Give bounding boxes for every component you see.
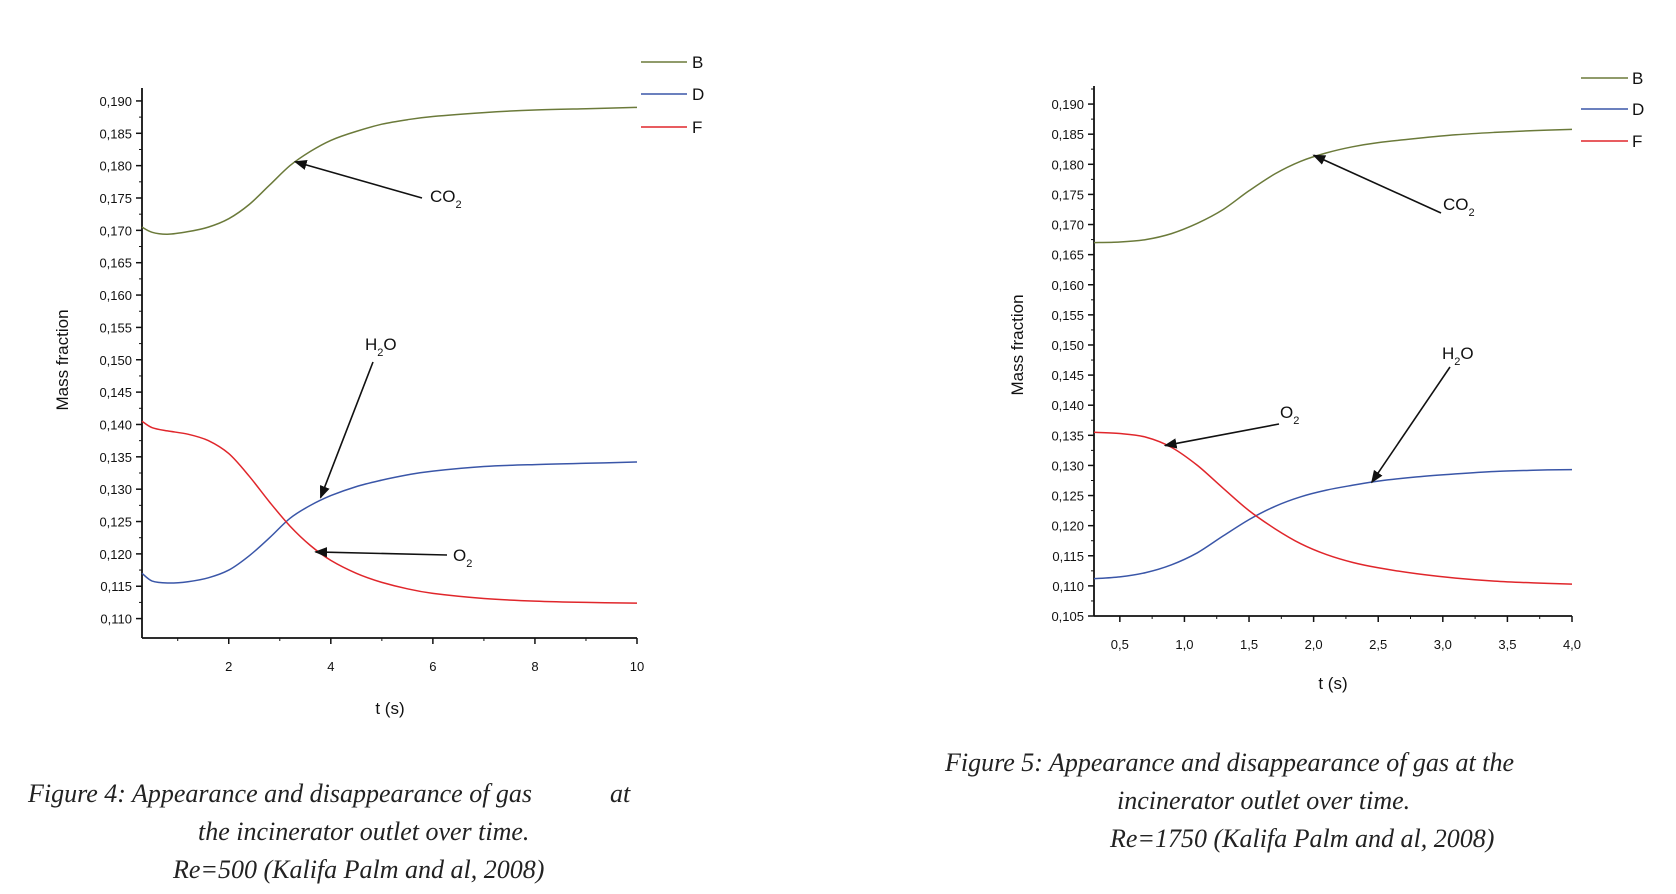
series-line-F (1093, 431, 1573, 585)
y-tick-label: 0,175 (1051, 187, 1084, 202)
annotation-arrow (1371, 366, 1451, 484)
figure-4-caption-line-3: Re=500 (Kalifa Palm and al, 2008) (173, 855, 545, 884)
x-tick-label: 2,5 (1369, 637, 1387, 652)
y-tick-label: 0,145 (99, 385, 132, 400)
legend-label-B: B (1632, 69, 1643, 88)
y-tick-label: 0,150 (1051, 338, 1084, 353)
y-axis-title: Mass fraction (1008, 294, 1027, 395)
x-tick-label: 2,0 (1305, 637, 1323, 652)
x-tick-label: 10 (630, 659, 644, 674)
annotation-arrow (1163, 423, 1280, 449)
y-tick-label: 0,190 (99, 94, 132, 109)
y-tick-label: 0,155 (1051, 308, 1084, 323)
y-tick-label: 0,115 (100, 579, 132, 594)
y-tick-label: 0,140 (99, 417, 132, 432)
annotation-label: H2O (365, 335, 397, 359)
series-line-D (141, 461, 638, 584)
annotation-label: CO2 (430, 187, 462, 211)
y-axis-title: Mass fraction (53, 309, 72, 410)
annotation-arrow (319, 361, 374, 499)
figure-5-caption-line-2: incinerator outlet over time. (1117, 786, 1411, 815)
figure-5-caption-line-3: Re=1750 (Kalifa Palm and al, 2008) (1110, 824, 1495, 853)
legend-label-B: B (692, 53, 703, 72)
x-tick-label: 2 (225, 659, 232, 674)
y-tick-label: 0,120 (99, 547, 132, 562)
x-tick-label: 4,0 (1563, 637, 1581, 652)
figure-4-caption-line-2: the incinerator outlet over time. (198, 817, 530, 846)
series-line-F (141, 420, 638, 604)
y-tick-label: 0,175 (99, 191, 132, 206)
figure-5-caption-line-1: Figure 5: Appearance and disappearance o… (945, 748, 1515, 777)
y-tick-label: 0,110 (100, 612, 132, 627)
annotation-arrow (293, 160, 423, 199)
y-tick-label: 0,160 (1051, 278, 1084, 293)
x-axis-title: t (s) (375, 699, 404, 718)
x-tick-label: 8 (531, 659, 538, 674)
x-tick-label: 3,5 (1498, 637, 1516, 652)
y-tick-label: 0,125 (1051, 489, 1084, 504)
y-tick-label: 0,160 (99, 288, 132, 303)
y-tick-label: 0,125 (99, 515, 132, 530)
x-tick-label: 3,0 (1434, 637, 1452, 652)
x-tick-label: 6 (429, 659, 436, 674)
legend-label-D: D (692, 85, 704, 104)
y-tick-label: 0,185 (99, 126, 132, 141)
annotation-label: O2 (1280, 403, 1299, 427)
figure-4-caption-line-1: Figure 4: Appearance and disappearance o… (28, 779, 631, 808)
y-tick-label: 0,105 (1051, 609, 1084, 624)
annotation-arrow (1312, 154, 1442, 214)
y-tick-label: 0,150 (99, 353, 132, 368)
y-tick-label: 0,165 (99, 256, 132, 271)
y-tick-label: 0,145 (1051, 368, 1084, 383)
y-tick-label: 0,115 (1052, 549, 1084, 564)
y-tick-label: 0,185 (1051, 127, 1084, 142)
y-tick-label: 0,135 (99, 450, 132, 465)
x-axis-title: t (s) (1318, 674, 1347, 693)
x-tick-label: 1,0 (1175, 637, 1193, 652)
series-line-D (1093, 468, 1573, 580)
legend-label-D: D (1632, 100, 1644, 119)
legend-label-F: F (1632, 132, 1642, 151)
annotation-arrow (314, 547, 448, 558)
series-line-B (141, 106, 638, 235)
y-tick-label: 0,180 (99, 159, 132, 174)
x-tick-label: 0,5 (1111, 637, 1129, 652)
chart-5: 0,105 0,110 0,115 0,120 0,125 0,130 0,135 0,140… (1008, 69, 1644, 693)
chart-4: 0,110 0,115 0,120 0,125 0,130 0,135 0,140 0,145… (53, 53, 704, 718)
y-tick-label: 0,190 (1051, 97, 1084, 112)
legend-label-F: F (692, 118, 702, 137)
y-tick-label: 0,120 (1051, 519, 1084, 534)
y-tick-label: 0,165 (1051, 248, 1084, 263)
y-tick-label: 0,170 (99, 223, 132, 238)
y-tick-label: 0,180 (1051, 157, 1084, 172)
y-tick-label: 0,110 (1052, 579, 1084, 594)
y-tick-label: 0,135 (1051, 428, 1084, 443)
annotation-label: H2O (1442, 344, 1474, 368)
y-tick-label: 0,155 (99, 320, 132, 335)
annotation-label: O2 (453, 546, 472, 570)
series-line-B (1093, 128, 1573, 244)
y-tick-label: 0,130 (1051, 458, 1084, 473)
annotation-label: CO2 (1443, 195, 1475, 219)
y-tick-label: 0,130 (99, 482, 132, 497)
x-tick-label: 1,5 (1240, 637, 1258, 652)
y-tick-label: 0,170 (1051, 218, 1084, 233)
y-tick-label: 0,140 (1051, 398, 1084, 413)
x-tick-label: 4 (327, 659, 334, 674)
